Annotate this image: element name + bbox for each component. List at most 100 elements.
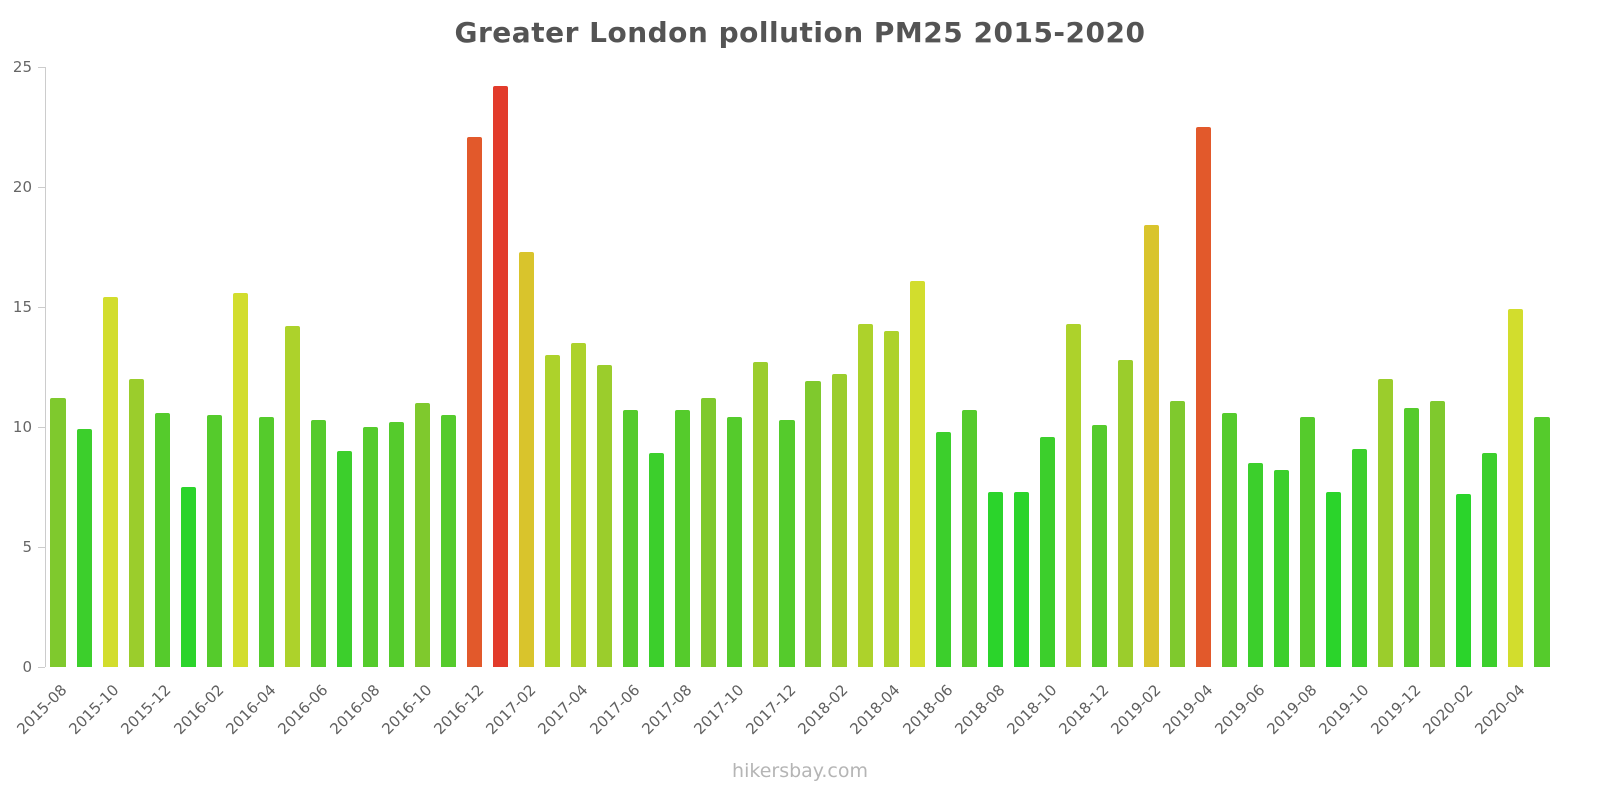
bar-2016-07 — [336, 451, 352, 667]
bar-2019-05 — [1222, 412, 1238, 667]
x-tick-label-2019-02: 2019-02 — [1107, 681, 1165, 739]
bar-2016-10 — [414, 403, 431, 667]
bar-2015-11 — [128, 379, 144, 667]
bar-2020-05 — [1534, 417, 1550, 667]
bar-2018-01 — [805, 381, 821, 667]
bar-2017-01 — [493, 86, 509, 667]
bar-2019-07 — [1274, 470, 1290, 667]
x-tick-label-2017-08: 2017-08 — [638, 681, 696, 739]
bar-2019-01 — [1117, 359, 1133, 667]
bar-2017-03 — [545, 355, 561, 667]
y-tick-mark-20 — [38, 186, 45, 188]
bar-2018-09 — [1013, 491, 1029, 667]
bar-2020-01 — [1430, 400, 1446, 667]
y-axis: 0 5 10 15 20 25 — [0, 58, 38, 676]
bar-2017-09 — [701, 398, 717, 667]
bar-2017-11 — [753, 362, 769, 667]
x-tick-label-2018-06: 2018-06 — [898, 681, 956, 739]
y-tick-label-15: 15 — [12, 298, 32, 316]
bar-2016-12 — [467, 136, 483, 667]
bar-2015-12 — [154, 412, 170, 667]
bar-2016-03 — [232, 292, 248, 667]
x-tick-label-2018-08: 2018-08 — [950, 681, 1008, 739]
x-tick-label-2018-02: 2018-02 — [794, 681, 852, 739]
bar-2016-06 — [310, 419, 326, 667]
bar-2018-07 — [961, 410, 977, 667]
bar-2016-08 — [362, 427, 378, 667]
bar-2016-05 — [284, 326, 300, 667]
bar-2018-05 — [909, 280, 925, 667]
x-tick-label-2019-06: 2019-06 — [1211, 681, 1269, 739]
x-tick-label-2019-10: 2019-10 — [1315, 681, 1373, 739]
bar-2017-12 — [779, 419, 795, 667]
bar-2019-04 — [1195, 127, 1212, 667]
plot-area — [38, 66, 1555, 668]
x-tick-label-2020-02: 2020-02 — [1419, 681, 1477, 739]
bar-2017-07 — [649, 453, 665, 667]
bar-2017-08 — [675, 410, 691, 667]
bar-2020-04 — [1508, 309, 1524, 667]
x-tick-label-2016-06: 2016-06 — [274, 681, 332, 739]
bar-2019-12 — [1404, 407, 1420, 667]
bar-2019-02 — [1143, 225, 1159, 667]
x-axis: 2015-08 2015-10 2015-12 2016-02 2016-04 2016-… — [14, 667, 1555, 767]
x-tick-label-2018-12: 2018-12 — [1055, 681, 1113, 739]
bars-container — [45, 67, 1555, 667]
bar-2019-06 — [1248, 463, 1264, 667]
x-tick-label-2015-08: 2015-08 — [13, 681, 71, 739]
bar-2017-04 — [571, 343, 587, 667]
y-tick-label-5: 5 — [22, 538, 32, 556]
bar-2016-04 — [258, 417, 274, 667]
x-tick-label-2018-10: 2018-10 — [1003, 681, 1061, 739]
y-tick-label-0: 0 — [22, 658, 32, 676]
x-tick-label-2016-04: 2016-04 — [221, 681, 280, 739]
bar-2016-02 — [206, 415, 222, 667]
y-tick-mark-10 — [38, 426, 45, 428]
x-tick-label-2016-12: 2016-12 — [430, 681, 488, 739]
bar-2017-05 — [597, 364, 613, 667]
bar-2018-02 — [831, 374, 847, 667]
bar-2018-04 — [883, 331, 899, 667]
x-tick-label-2016-08: 2016-08 — [326, 681, 384, 739]
bar-2016-01 — [180, 487, 196, 667]
y-tick-mark-15 — [38, 306, 45, 308]
bar-2016-09 — [388, 422, 404, 667]
bar-2015-09 — [76, 429, 92, 667]
bar-2017-02 — [519, 251, 535, 667]
x-tick-label-2017-02: 2017-02 — [482, 681, 540, 739]
bar-2019-08 — [1300, 417, 1316, 667]
x-tick-label-2016-02: 2016-02 — [169, 681, 227, 739]
bar-2019-10 — [1352, 448, 1368, 667]
bar-2015-10 — [102, 297, 118, 667]
x-tick-label-2019-08: 2019-08 — [1263, 681, 1321, 739]
bar-2015-08 — [50, 398, 66, 667]
x-tick-label-2015-10: 2015-10 — [65, 681, 123, 739]
x-tick-label-2017-06: 2017-06 — [586, 681, 644, 739]
y-axis-line — [45, 67, 46, 667]
x-tick-label-2015-12: 2015-12 — [117, 681, 175, 739]
y-tick-mark-25 — [38, 66, 45, 68]
x-tick-label-2020-04: 2020-04 — [1471, 681, 1529, 739]
x-tick-label-2019-12: 2019-12 — [1367, 681, 1425, 739]
chart-title: Greater London pollution PM25 2015-2020 — [454, 16, 1146, 49]
bar-2017-06 — [623, 410, 639, 667]
bar-2020-02 — [1456, 494, 1472, 667]
x-tick-label-2019-04: 2019-04 — [1159, 681, 1217, 739]
y-tick-mark-0 — [38, 666, 45, 668]
bar-2018-10 — [1039, 436, 1055, 667]
bar-2020-03 — [1482, 453, 1498, 667]
x-tick-label-2017-12: 2017-12 — [742, 681, 800, 739]
x-tick-label-2017-04: 2017-04 — [534, 681, 592, 739]
y-tick-label-10: 10 — [12, 418, 32, 436]
y-tick-mark-5 — [38, 546, 45, 548]
bar-2019-03 — [1169, 400, 1186, 667]
bar-2018-06 — [935, 431, 951, 667]
bar-2018-11 — [1065, 323, 1081, 667]
x-tick-label-2017-10: 2017-10 — [690, 681, 748, 739]
bar-2018-03 — [857, 323, 873, 667]
bar-2019-11 — [1378, 379, 1394, 667]
x-tick-label-2018-04: 2018-04 — [846, 681, 904, 739]
bar-2016-11 — [440, 415, 457, 667]
bar-2019-09 — [1326, 491, 1342, 667]
